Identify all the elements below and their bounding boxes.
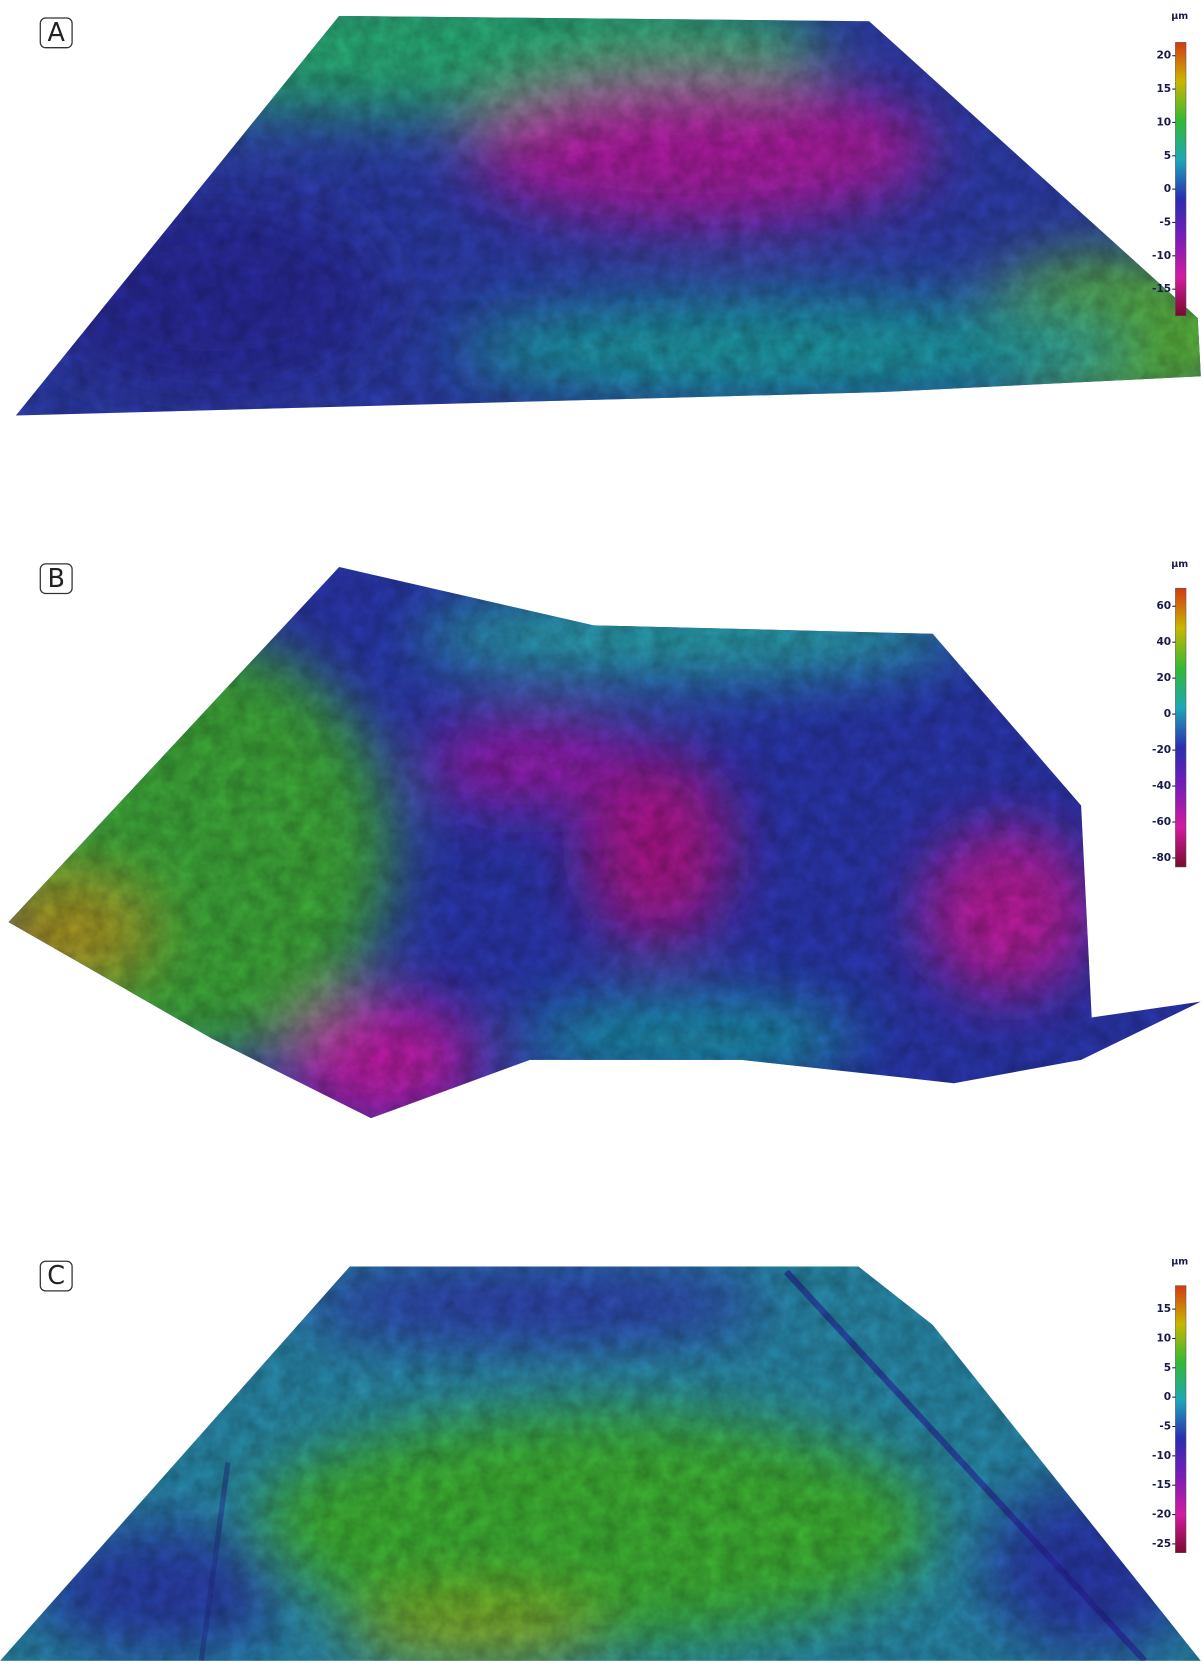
colorbar (1175, 1286, 1186, 1553)
colorbar-tick-label: 20 (1156, 50, 1171, 62)
panel-label: C (47, 1260, 65, 1290)
colorbar-tick-label: -5 (1159, 1421, 1171, 1433)
colorbar-tick-label: -60 (1152, 816, 1171, 828)
colorbar-tick-label: 0 (1164, 1391, 1171, 1403)
surface-b (0, 551, 1203, 1134)
colorbar-tick-label: 5 (1164, 1362, 1171, 1374)
colorbar-tick-label: -80 (1152, 852, 1171, 864)
colorbar-unit: µm (1171, 559, 1188, 570)
colorbar-tick-label: -15 (1152, 283, 1171, 295)
colorbar-tick-label: 10 (1156, 116, 1171, 128)
colorbar-tick-label: 10 (1156, 1332, 1171, 1344)
colorbar (1175, 42, 1186, 315)
colorbar-tick-label: 0 (1164, 183, 1171, 195)
panel-label: A (47, 17, 65, 47)
colorbar-tick-label: -25 (1152, 1538, 1171, 1550)
colorbar-tick-label: 15 (1156, 83, 1171, 95)
colorbar-tick-label: -40 (1152, 780, 1171, 792)
surface-c (0, 1251, 1203, 1664)
colorbar-tick-label: -15 (1152, 1479, 1171, 1491)
colorbar-tick-label: 0 (1164, 708, 1171, 720)
surface-a (0, 0, 1203, 424)
colorbar-tick-label: -10 (1152, 1450, 1171, 1462)
colorbar-tick-label: -20 (1152, 1509, 1171, 1521)
colorbar-tick-label: 40 (1156, 636, 1171, 648)
colorbar-tick-label: -10 (1152, 250, 1171, 262)
colorbar-unit: µm (1171, 11, 1188, 22)
colorbar-unit: µm (1171, 1256, 1188, 1267)
colorbar-tick-label: 60 (1156, 600, 1171, 612)
figure: Aµm 20 15 10 5 0 -5 -10 -15 Bµm 60 40 20 0 -20 -40 -60 -8… (0, 0, 1203, 1664)
colorbar-tick-label: -20 (1152, 744, 1171, 756)
colorbar-tick-label: 5 (1164, 150, 1171, 162)
panel-label: B (47, 563, 64, 593)
colorbar-tick-label: 15 (1156, 1303, 1171, 1315)
colorbar (1175, 588, 1186, 867)
colorbar-tick-label: 20 (1156, 672, 1171, 684)
colorbar-tick-label: -5 (1159, 216, 1171, 228)
